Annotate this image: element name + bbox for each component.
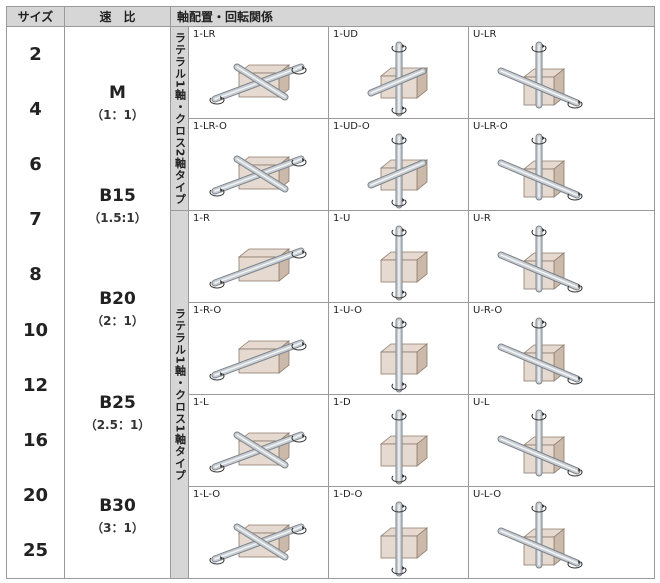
config-cell: 1-UD [328, 26, 469, 119]
config-cell: 1-UD-O [328, 118, 469, 211]
ratio-code: B30 [99, 496, 136, 517]
gearbox-configuration-table: サイズ 速 比 軸配置・回転関係 2 4 6 7 8 10 12 16 20 2… [6, 6, 656, 579]
config-code: 1-U-O [333, 305, 363, 316]
ratio-column: M （1：1） B15 （1.5:1） B20 （2：1） B25 （2.5：1… [64, 26, 171, 579]
gearbox-illustration [367, 133, 429, 209]
config-code: U-R-O [473, 305, 503, 316]
gearbox-illustration [209, 339, 307, 381]
config-code: U-R [473, 213, 491, 224]
size-value: 8 [29, 264, 42, 286]
config-cell: 1-R [188, 210, 329, 303]
config-code: 1-D-O [333, 489, 363, 500]
ratio-value: （2：1） [91, 314, 144, 329]
size-header: サイズ [6, 6, 65, 27]
gearbox-illustration [379, 409, 429, 485]
gearbox-illustration [209, 523, 307, 565]
config-cell: U-R [467, 210, 656, 303]
config-code: U-LR-O [473, 121, 508, 132]
config-code: 1-UD [333, 29, 358, 40]
size-value: 2 [29, 44, 42, 66]
config-code: 1-D [333, 397, 351, 408]
gearbox-illustration [497, 501, 583, 569]
size-value: 25 [22, 539, 49, 561]
config-cell: 1-D-O [328, 486, 469, 579]
gearbox-illustration [367, 41, 429, 117]
config-code: 1-L-O [193, 489, 221, 500]
ratio-entry: B15 （1.5:1） [65, 186, 170, 226]
config-cell: U-LR-O [467, 118, 656, 211]
gearbox-illustration [209, 63, 307, 105]
ratio-value: （3：1） [91, 521, 144, 536]
gearbox-illustration [379, 501, 429, 577]
gearbox-illustration [497, 317, 583, 385]
size-value: 7 [29, 209, 42, 231]
ratio-code: B25 [99, 392, 136, 413]
config-cell: 1-LR [188, 26, 329, 119]
config-code: 1-R [193, 213, 210, 224]
gearbox-illustration [209, 247, 307, 289]
config-cell: 1-U [328, 210, 469, 303]
size-value: 12 [22, 374, 49, 396]
gearbox-illustration [379, 317, 429, 393]
config-cell: 1-D [328, 394, 469, 487]
group-label-text: ラテラル1軸・クロス2軸タイプ [173, 31, 187, 206]
config-code: U-L [473, 397, 490, 408]
config-cell: U-L-O [467, 486, 656, 579]
config-code: 1-L [193, 397, 209, 408]
config-cell: U-L [467, 394, 656, 487]
gearbox-illustration [209, 155, 307, 197]
gearbox-illustration [209, 431, 307, 473]
config-code: 1-UD-O [333, 121, 370, 132]
gearbox-illustration [497, 409, 583, 477]
config-code: 1-LR-O [193, 121, 227, 132]
config-cell: 1-LR-O [188, 118, 329, 211]
ratio-entry: B20 （2：1） [65, 289, 170, 329]
group-label-cross2: ラテラル1軸・クロス2軸タイプ [170, 26, 189, 211]
size-column: 2 4 6 7 8 10 12 16 20 25 [6, 26, 65, 579]
ratio-entry: B30 （3：1） [65, 496, 170, 536]
ratio-code: B20 [99, 289, 136, 310]
gearbox-illustration [497, 225, 583, 293]
size-value: 4 [29, 99, 42, 121]
ratio-code: M [109, 82, 126, 103]
ratio-entry: B25 （2.5：1） [65, 393, 170, 433]
group-label-text: ラテラル1軸・クロス1軸タイプ [173, 307, 187, 482]
ratio-value: （2.5：1） [84, 417, 151, 432]
config-code: 1-LR [193, 29, 216, 40]
size-value: 10 [22, 319, 49, 341]
config-code: 1-U [333, 213, 351, 224]
config-cell: 1-R-O [188, 302, 329, 395]
ratio-entry: M （1：1） [65, 83, 170, 123]
config-cell: 1-U-O [328, 302, 469, 395]
gearbox-illustration [379, 225, 429, 301]
config-cell: 1-L-O [188, 486, 329, 579]
gearbox-illustration [497, 133, 583, 201]
config-cell: 1-L [188, 394, 329, 487]
size-value: 20 [22, 484, 49, 506]
ratio-code: B15 [99, 186, 136, 207]
group-label-cross1: ラテラル1軸・クロス1軸タイプ [170, 210, 189, 579]
ratio-value: （1.5:1） [88, 211, 147, 226]
config-cell: U-LR [467, 26, 656, 119]
size-value: 6 [29, 154, 42, 176]
config-header: 軸配置・回転関係 [169, 6, 656, 27]
config-code: U-LR [473, 29, 497, 40]
size-value: 16 [22, 429, 49, 451]
config-code: 1-R-O [193, 305, 222, 316]
ratio-value: （1：1） [91, 107, 144, 122]
ratio-header: 速 比 [64, 6, 171, 27]
gearbox-illustration [497, 41, 583, 109]
config-cell: U-R-O [467, 302, 656, 395]
config-code: U-L-O [473, 489, 502, 500]
